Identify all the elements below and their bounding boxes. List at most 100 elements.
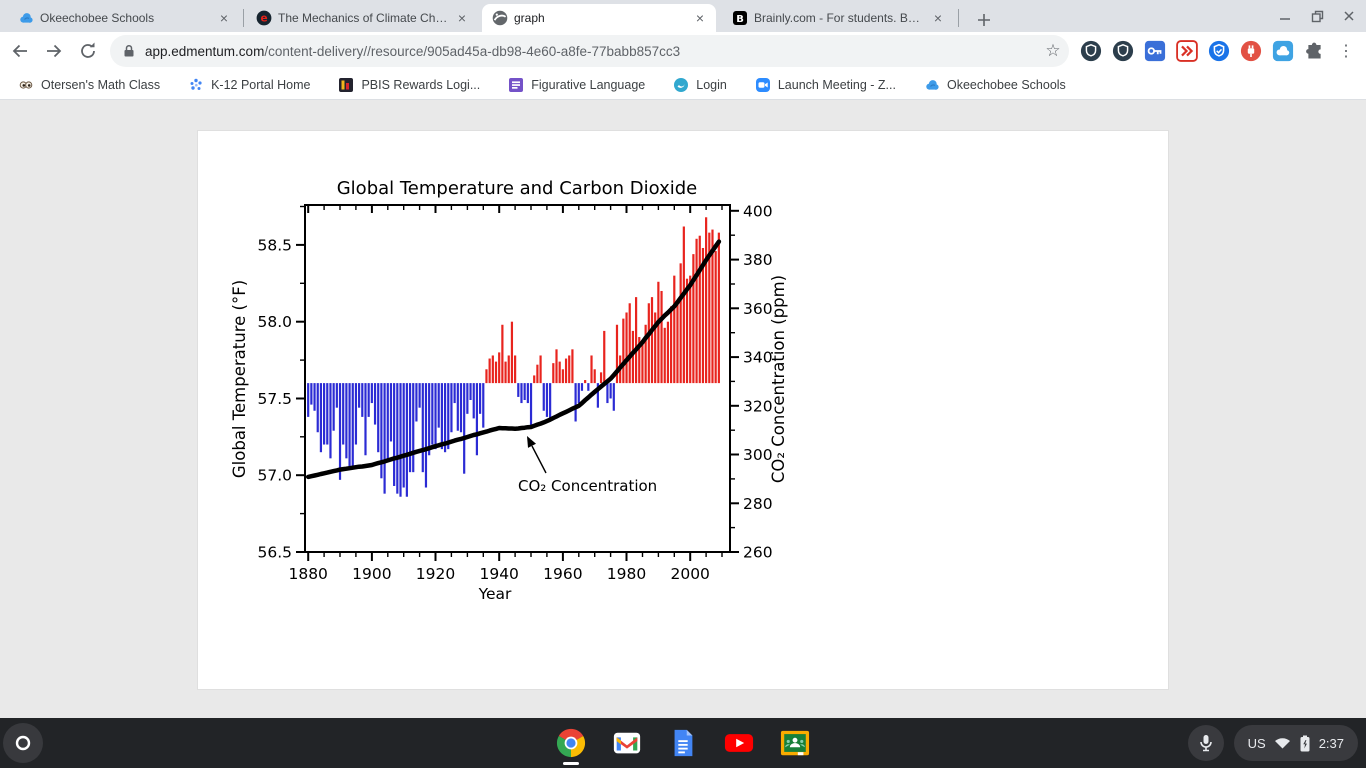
y-left-tick-label: 57.0: [257, 467, 292, 485]
temperature-bar: [622, 318, 625, 384]
forward-arrow-icon: [47, 44, 62, 58]
temperature-bar: [634, 297, 638, 384]
temperature-bar: [498, 352, 501, 384]
temperature-bar: [421, 383, 424, 473]
temperature-bar: [533, 375, 536, 384]
annotation-arrowhead: [527, 436, 536, 448]
reload-button[interactable]: [74, 37, 102, 65]
tab-mechanics-of-climate-change[interactable]: e The Mechanics of Climate Chan ×: [246, 4, 478, 32]
tab-graph[interactable]: graph ×: [482, 4, 716, 32]
gmail-app-button[interactable]: [612, 728, 642, 758]
youtube-app-button[interactable]: [724, 728, 754, 758]
edmentum-favicon: e: [256, 10, 272, 26]
url-input[interactable]: app.edmentum.com/content-delivery//resou…: [110, 35, 1069, 67]
system-tray: US 2:37: [1187, 725, 1358, 761]
temperature-bar: [599, 372, 603, 384]
temperature-bar: [526, 383, 529, 404]
bookmark-launch-meeting-zoom[interactable]: Launch Meeting - Z...: [741, 73, 910, 97]
temperature-bar: [348, 383, 351, 470]
temperature-bar: [412, 383, 415, 473]
extension-shield-dark-icon[interactable]: [1079, 40, 1102, 63]
extension-fast-forward-icon[interactable]: [1175, 40, 1198, 63]
co2-annotation: CO₂ Concentration: [518, 477, 657, 495]
bookmark-star-button[interactable]: ☆: [1045, 41, 1061, 60]
tab-okeechobee-schools[interactable]: Okeechobee Schools ×: [8, 4, 240, 32]
browser-menu-button[interactable]: ⋮: [1338, 43, 1354, 60]
temperature-bar: [695, 238, 698, 384]
page-content: 1880 1900 1920 1940 1960 1980 2000 56.5 57.0 57.5…: [0, 100, 1366, 718]
chrome-app-button[interactable]: [556, 728, 586, 765]
lock-icon: [124, 44, 134, 57]
x-axis-label: Year: [478, 585, 512, 603]
status-area[interactable]: US 2:37: [1233, 725, 1358, 761]
temperature-bar: [612, 383, 615, 411]
extension-shield-blue-icon[interactable]: [1207, 40, 1230, 63]
bookmark-pbis-rewards[interactable]: PBIS Rewards Logi...: [324, 73, 494, 97]
launcher-button[interactable]: [3, 723, 43, 763]
bookmark-label: Okeechobee Schools: [946, 77, 1066, 92]
temperature-bar: [698, 235, 701, 384]
bookmark-otersens-math-class[interactable]: Otersen's Math Class: [4, 73, 174, 97]
extension-plug-red-icon[interactable]: [1239, 40, 1262, 63]
close-icon: [1344, 11, 1354, 21]
microphone-icon: [1199, 735, 1212, 752]
temperature-bar: [408, 383, 412, 473]
microphone-button[interactable]: [1187, 725, 1224, 761]
tab-brainly[interactable]: B Brainly.com - For students. By st ×: [722, 4, 954, 32]
tab-close-icon[interactable]: ×: [695, 10, 705, 26]
temperature-bar: [593, 369, 596, 384]
y-right-tick-label: 260: [743, 544, 773, 562]
temperature-bar: [440, 383, 443, 450]
window-restore-button[interactable]: [1302, 4, 1332, 28]
globe-favicon: [492, 10, 508, 26]
gmail-icon: [613, 732, 641, 754]
temperature-bar: [514, 355, 517, 384]
y-left-tick-label: 58.0: [257, 313, 292, 331]
purple-list-icon: [509, 77, 524, 92]
extension-key-icon[interactable]: [1143, 40, 1166, 63]
forward-button[interactable]: [40, 37, 68, 65]
temperature-bar: [625, 312, 628, 384]
temperature-bar: [361, 383, 364, 417]
x-tick-label: 1880: [288, 565, 327, 583]
docs-icon: [674, 729, 693, 757]
temperature-bar: [542, 383, 545, 411]
docs-app-button[interactable]: [668, 728, 698, 758]
plot-border: [304, 204, 731, 553]
bookmark-login[interactable]: Login: [659, 73, 741, 97]
bookmark-figurative-language[interactable]: Figurative Language: [494, 73, 659, 97]
temperature-bar: [456, 383, 459, 431]
tab-close-icon[interactable]: ×: [219, 10, 229, 26]
temperature-bar: [431, 383, 434, 445]
back-button[interactable]: [6, 37, 34, 65]
temperature-bar: [367, 383, 370, 417]
temperature-bar: [549, 383, 552, 422]
temperature-bar: [670, 306, 673, 384]
bookmark-okeechobee-schools[interactable]: Okeechobee Schools: [910, 73, 1080, 97]
tab-close-icon[interactable]: ×: [933, 10, 943, 26]
temperature-bar: [428, 383, 431, 456]
window-close-button[interactable]: [1334, 4, 1364, 28]
extensions-puzzle-icon[interactable]: [1303, 40, 1326, 63]
new-tab-button[interactable]: [972, 8, 996, 32]
window-minimize-button[interactable]: [1270, 4, 1300, 28]
extension-cloud-blue-icon[interactable]: [1271, 40, 1294, 63]
temperature-bar: [529, 383, 533, 428]
classroom-app-button[interactable]: [780, 728, 810, 758]
y-left-tick-label: 57.5: [257, 390, 292, 408]
browser-toolbar: app.edmentum.com/content-delivery//resou…: [0, 32, 1366, 70]
temperature-bar: [329, 383, 332, 459]
temperature-bar: [364, 383, 367, 456]
right-axis-label: CO₂ Concentration (ppm): [769, 275, 788, 483]
y-left-tick-label: 56.5: [257, 544, 292, 562]
temperature-bar: [370, 383, 373, 404]
temperature-bar: [596, 383, 599, 408]
temperature-bar: [603, 330, 606, 384]
temperature-bar: [631, 330, 634, 384]
bookmark-k12-portal-home[interactable]: K-12 Portal Home: [174, 73, 324, 97]
extension-shield-dark-icon[interactable]: [1111, 40, 1134, 63]
y-right-tick-label: 300: [743, 446, 773, 464]
zoom-camera-icon: [755, 77, 770, 92]
tab-close-icon[interactable]: ×: [457, 10, 467, 26]
temperature-bar: [580, 383, 584, 391]
